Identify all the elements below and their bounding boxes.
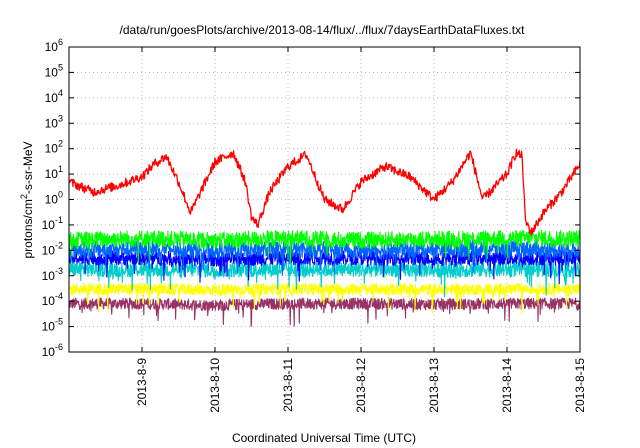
y-axis-label-base: protons/cm: [21, 199, 35, 258]
y-tick-base: 10: [42, 294, 56, 308]
y-tick-base: 10: [42, 345, 56, 359]
series-line-1: [68, 229, 581, 264]
y-tick-base: 10: [42, 269, 56, 283]
y-tick-exp: 0: [58, 190, 63, 200]
y-tick-base: 10: [45, 116, 59, 130]
y-tick-exp: 3: [58, 113, 63, 123]
y-tick-base: 10: [45, 142, 59, 156]
y-tick-base: 10: [42, 320, 56, 334]
y-tick-label: 105: [45, 62, 63, 79]
y-tick-exp: -2: [55, 240, 63, 250]
x-tick-label: 2013-8-12: [354, 358, 368, 413]
y-tick-exp: 5: [58, 62, 63, 72]
y-tick-label: 10-6: [42, 342, 63, 359]
x-axis-label: Coordinated Universal Time (UTC): [232, 431, 416, 445]
y-tick-exp: -1: [55, 215, 63, 225]
x-tick-label: 2013-8-10: [208, 358, 222, 413]
series-line-5: [68, 282, 581, 315]
x-tick-label: 2013-8-13: [427, 358, 441, 413]
y-tick-exp: 1: [58, 164, 63, 174]
x-tick-label: 2013-8-11: [281, 358, 295, 412]
x-tick-label: 2013-8-14: [500, 358, 514, 413]
y-tick-exp: -6: [55, 342, 63, 352]
y-axis-label-rest: -s-sr-MeV: [21, 141, 35, 194]
y-axis-label: protons/cm2-s-sr-MeV: [19, 141, 35, 258]
y-tick-label: 10-4: [42, 291, 63, 308]
x-tick-label: 2013-8-15: [573, 358, 587, 413]
y-tick-label: 10-3: [42, 266, 63, 283]
y-tick-base: 10: [45, 91, 59, 105]
series-line-4: [68, 261, 581, 298]
y-tick-base: 10: [45, 193, 59, 207]
y-tick-label: 10-1: [42, 215, 63, 232]
ticks: [69, 46, 581, 353]
y-tick-base: 10: [42, 243, 56, 257]
y-tick-exp: -4: [55, 291, 63, 301]
y-tick-label: 106: [45, 37, 63, 54]
x-tick-label: 2013-8-9: [135, 358, 149, 406]
series-line-0: [68, 148, 581, 236]
y-tick-exp: 4: [58, 88, 63, 98]
series-line-6: [68, 297, 581, 327]
y-tick-label: 10-2: [42, 240, 63, 257]
y-tick-base: 10: [45, 65, 59, 79]
y-tick-label: 103: [45, 113, 63, 130]
series-line-3: [68, 250, 581, 285]
y-axis-label-sup: 2: [19, 194, 29, 199]
y-tick-exp: 6: [58, 37, 63, 47]
series-layer: [68, 148, 581, 327]
chart-title: /data/run/goesPlots/archive/2013-08-14/f…: [120, 23, 526, 37]
y-tick-exp: -3: [55, 266, 63, 276]
y-tick-base: 10: [42, 218, 56, 232]
y-tick-label: 102: [45, 139, 63, 156]
y-tick-base: 10: [45, 167, 59, 181]
y-tick-exp: -5: [55, 317, 63, 327]
y-tick-label: 101: [45, 164, 63, 181]
y-tick-label: 10-5: [42, 317, 63, 334]
y-tick-base: 10: [45, 40, 59, 54]
x-tick-labels: 2013-8-9 2013-8-10 2013-8-11 2013-8-12 2013-…: [135, 358, 587, 413]
y-tick-label: 100: [45, 190, 63, 207]
y-tick-exp: 2: [58, 139, 63, 149]
y-tick-labels: 10-610-510-410-310-210-11001011021031041…: [42, 37, 63, 359]
y-tick-label: 104: [45, 88, 63, 105]
